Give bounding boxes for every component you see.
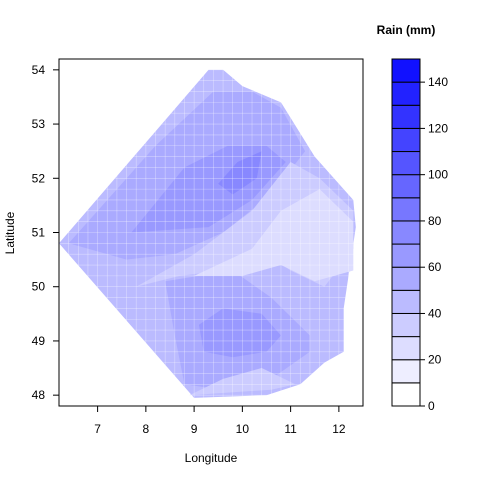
colorbar-tick-label: 80 bbox=[428, 214, 442, 228]
y-tick-label: 51 bbox=[32, 226, 46, 240]
y-axis-title: Latitude bbox=[3, 211, 17, 254]
colorbar-tick-label: 120 bbox=[428, 121, 448, 135]
colorbar-tick-label: 0 bbox=[428, 399, 435, 413]
y-tick-label: 48 bbox=[32, 388, 46, 402]
colorbar-swatch bbox=[391, 312, 421, 338]
colorbar-swatch bbox=[391, 197, 421, 222]
x-tick-label: 12 bbox=[332, 422, 346, 436]
colorbar-tick-label: 60 bbox=[428, 260, 442, 274]
colorbar-swatch bbox=[391, 58, 421, 83]
contour-region-8 bbox=[189, 368, 296, 396]
y-tick-label: 50 bbox=[32, 280, 46, 294]
x-tick-label: 8 bbox=[143, 422, 150, 436]
colorbar-swatch bbox=[391, 266, 421, 291]
x-axis: 7 8 9 10 11 12 bbox=[94, 406, 346, 436]
colorbar-swatch bbox=[391, 127, 421, 153]
y-tick-label: 49 bbox=[32, 334, 46, 348]
colorbar-swatch bbox=[391, 243, 421, 268]
grid-lines bbox=[59, 59, 363, 406]
colorbar-tick-label: 20 bbox=[428, 353, 442, 367]
colorbar-swatch bbox=[391, 289, 421, 314]
colorbar-swatch bbox=[391, 104, 421, 129]
x-tick-label: 7 bbox=[94, 422, 101, 436]
x-tick-label: 10 bbox=[236, 422, 250, 436]
colorbar-tick-label: 100 bbox=[428, 168, 448, 182]
contour-regions bbox=[59, 69, 356, 398]
colorbar-tick-label: 140 bbox=[428, 75, 448, 89]
colorbar-swatch bbox=[391, 220, 421, 245]
contour-region-7 bbox=[194, 189, 354, 282]
x-axis-title: Longitude bbox=[185, 451, 238, 465]
colorbar-swatch bbox=[391, 336, 421, 361]
colorbar-swatch bbox=[391, 174, 421, 199]
colorbar-swatch bbox=[391, 382, 421, 407]
x-tick-label: 9 bbox=[191, 422, 198, 436]
colorbar-title: Rain (mm) bbox=[377, 23, 436, 37]
colorbar-swatch bbox=[391, 359, 421, 384]
colorbar-tick-label: 40 bbox=[428, 306, 442, 320]
contour-region-4 bbox=[218, 151, 262, 195]
plot-area bbox=[59, 59, 363, 406]
y-tick-label: 54 bbox=[32, 63, 46, 77]
y-tick-label: 53 bbox=[32, 117, 46, 131]
y-tick-label: 52 bbox=[32, 171, 46, 185]
x-tick-label: 11 bbox=[284, 422, 297, 436]
colorbar-swatch bbox=[391, 151, 421, 176]
y-axis: 48 49 50 51 52 53 54 bbox=[32, 63, 59, 402]
contour-region-5 bbox=[198, 308, 281, 358]
colorbar: 0 20 40 60 80 100 120 140 bbox=[391, 58, 448, 413]
colorbar-swatch bbox=[391, 81, 421, 106]
